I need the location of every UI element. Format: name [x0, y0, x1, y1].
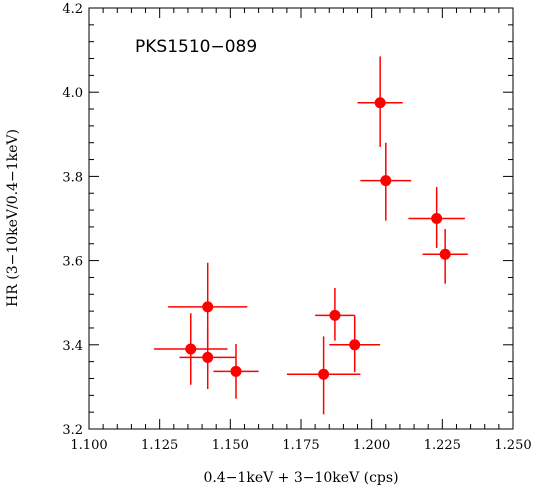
x-tick-label: 1.175	[282, 438, 319, 453]
y-tick-label: 4.0	[62, 86, 83, 101]
data-points	[154, 56, 468, 415]
data-point	[408, 186, 465, 248]
data-marker	[202, 301, 214, 313]
x-axis-label: 0.4−1keV + 3−10keV (cps)	[203, 470, 398, 486]
data-marker	[230, 365, 242, 377]
y-tick-labels: 3.2 3.4 3.6 3.8 4.0 4.2	[62, 2, 83, 438]
data-point	[315, 287, 355, 341]
x-tick-labels: 1.100 1.125 1.150 1.175 1.200 1.225 1.250	[70, 438, 531, 453]
y-tick-label: 3.6	[62, 255, 83, 270]
x-tick-label: 1.100	[70, 438, 107, 453]
data-marker	[431, 213, 443, 224]
data-point	[329, 315, 381, 373]
data-point	[213, 343, 259, 399]
data-point	[154, 313, 228, 385]
x-tick-label: 1.200	[353, 438, 390, 453]
data-point	[357, 56, 403, 147]
data-point	[422, 229, 468, 284]
y-tick-label: 3.4	[62, 339, 83, 354]
y-axis-label: HR (3−10keV/0.4−1keV)	[5, 129, 21, 307]
y-tick-label: 3.2	[62, 423, 83, 438]
data-point	[360, 142, 412, 221]
y-tick-label: 4.2	[62, 2, 83, 17]
x-tick-label: 1.225	[424, 438, 461, 453]
axis-ticks	[88, 7, 514, 430]
data-marker	[329, 309, 341, 321]
data-marker	[380, 175, 392, 187]
data-marker	[185, 343, 197, 355]
data-marker	[374, 97, 386, 109]
y-tick-label: 3.8	[62, 170, 83, 185]
data-point	[179, 327, 236, 390]
x-tick-label: 1.150	[212, 438, 249, 453]
data-point	[286, 336, 361, 415]
x-tick-label: 1.125	[141, 438, 178, 453]
data-marker	[349, 339, 361, 351]
x-tick-label: 1.250	[494, 438, 531, 453]
data-marker	[202, 351, 214, 363]
chart-title: PKS1510−089	[135, 37, 257, 57]
data-marker	[318, 368, 330, 380]
data-marker	[439, 248, 451, 260]
